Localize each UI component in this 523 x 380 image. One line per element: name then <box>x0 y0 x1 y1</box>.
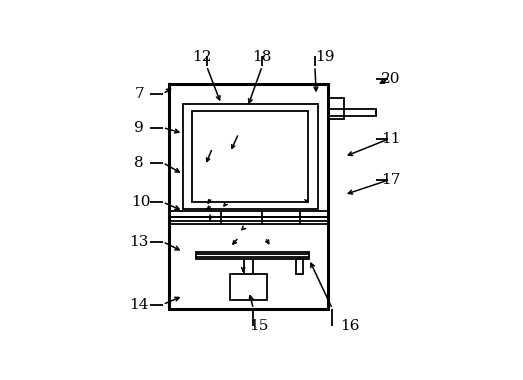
Bar <box>196 252 309 259</box>
Text: 18: 18 <box>253 50 272 64</box>
Bar <box>192 111 308 202</box>
Text: 15: 15 <box>249 320 269 334</box>
Bar <box>297 259 303 274</box>
Bar <box>168 84 328 309</box>
Text: 10: 10 <box>131 195 151 209</box>
Text: 8: 8 <box>134 156 144 169</box>
Bar <box>328 98 344 119</box>
Text: 19: 19 <box>315 50 335 64</box>
Text: 12: 12 <box>192 50 212 64</box>
Bar <box>183 104 318 209</box>
Bar <box>230 274 267 300</box>
Text: 11: 11 <box>381 132 401 146</box>
Bar <box>328 109 377 116</box>
Text: 9: 9 <box>134 120 144 135</box>
Text: 20: 20 <box>381 72 401 86</box>
Text: 16: 16 <box>340 320 360 334</box>
Text: 13: 13 <box>130 234 149 249</box>
Text: 17: 17 <box>381 173 401 187</box>
Text: 14: 14 <box>130 298 149 312</box>
Text: 7: 7 <box>134 87 144 101</box>
